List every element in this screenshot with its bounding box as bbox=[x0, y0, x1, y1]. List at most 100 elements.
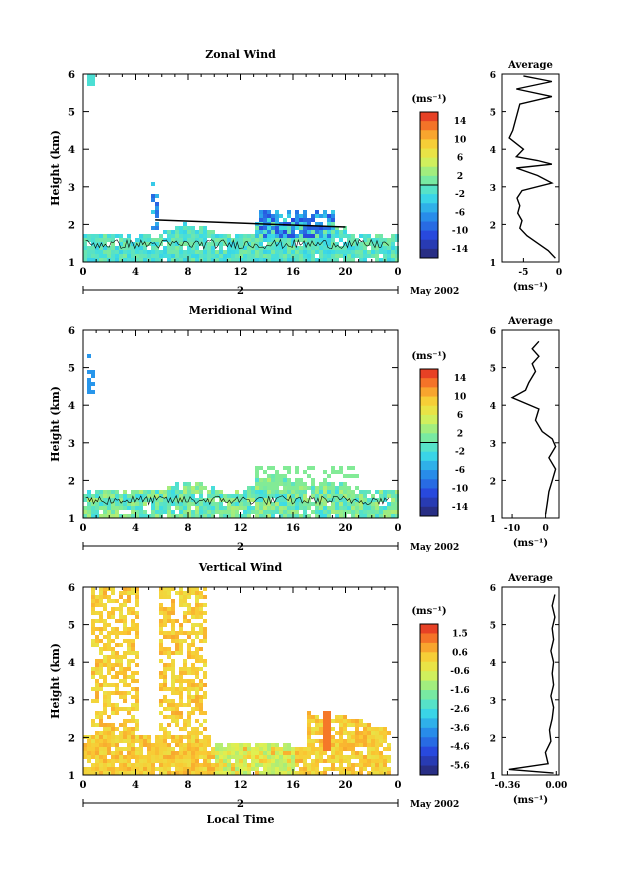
heatmap-cell bbox=[251, 510, 255, 514]
heatmap-cell bbox=[231, 250, 235, 254]
heatmap-cell bbox=[127, 639, 131, 643]
heatmap-cell bbox=[187, 603, 191, 607]
heatmap-cell bbox=[243, 510, 247, 514]
heatmap-cell bbox=[187, 767, 191, 771]
heatmap-cell bbox=[283, 502, 287, 506]
heatmap-cell bbox=[159, 595, 163, 599]
heatmap-cell bbox=[363, 506, 367, 510]
heatmap-cell bbox=[367, 234, 371, 238]
heatmap-cell bbox=[111, 763, 115, 767]
heatmap-cell bbox=[227, 747, 231, 751]
heatmap-cell bbox=[83, 242, 87, 246]
heatmap-cell bbox=[295, 747, 299, 751]
heatmap-cell bbox=[195, 623, 199, 627]
heatmap-cell bbox=[311, 743, 315, 747]
heatmap-cell bbox=[287, 490, 291, 494]
heatmap-cell bbox=[115, 510, 119, 514]
heatmap-cell bbox=[331, 763, 335, 767]
heatmap-cell bbox=[199, 490, 203, 494]
heatmap-cell bbox=[195, 635, 199, 639]
heatmap-cell bbox=[99, 767, 103, 771]
heatmap-cell bbox=[239, 763, 243, 767]
heatmap-cell bbox=[163, 498, 167, 502]
heatmap-cell bbox=[319, 723, 323, 727]
heatmap-cell bbox=[87, 254, 91, 258]
heatmap-cell bbox=[371, 727, 375, 731]
x-tick-label: 12 bbox=[234, 523, 248, 534]
heatmap-cell bbox=[179, 230, 183, 234]
heatmap-cell bbox=[155, 214, 159, 218]
heatmap-cell bbox=[291, 226, 295, 230]
heatmap-cell bbox=[159, 723, 163, 727]
heatmap-cell bbox=[287, 234, 291, 238]
heatmap-cell bbox=[175, 759, 179, 763]
heatmap-cell bbox=[223, 767, 227, 771]
heatmap-cell bbox=[171, 683, 175, 687]
heatmap-cell bbox=[315, 767, 319, 771]
heatmap-cell bbox=[279, 238, 283, 242]
heatmap-cell bbox=[99, 771, 103, 775]
heatmap-cell bbox=[331, 470, 335, 474]
heatmap-cell bbox=[107, 759, 111, 763]
heatmap-cell bbox=[299, 226, 303, 230]
heatmap-cell bbox=[255, 486, 259, 490]
heatmap-cell bbox=[131, 695, 135, 699]
heatmap-cell bbox=[387, 731, 391, 735]
heatmap-cell bbox=[195, 599, 199, 603]
heatmap-cell bbox=[187, 739, 191, 743]
heatmap-cell bbox=[271, 242, 275, 246]
heatmap-cell bbox=[327, 242, 331, 246]
heatmap-cell bbox=[235, 254, 239, 258]
average-frame bbox=[501, 586, 560, 776]
heatmap-cell bbox=[323, 731, 327, 735]
heatmap-cell bbox=[279, 490, 283, 494]
heatmap-cell bbox=[271, 763, 275, 767]
heatmap-cell bbox=[279, 226, 283, 230]
heatmap-cell bbox=[311, 234, 315, 238]
heatmap-cell bbox=[239, 502, 243, 506]
heatmap-cell bbox=[351, 238, 355, 242]
heatmap-cell bbox=[331, 466, 335, 470]
heatmap-cell bbox=[379, 751, 383, 755]
heatmap-cell bbox=[251, 747, 255, 751]
heatmap-cell bbox=[95, 238, 99, 242]
heatmap-cell bbox=[187, 230, 191, 234]
heatmap-cell bbox=[307, 719, 311, 723]
heatmap-cell bbox=[95, 627, 99, 631]
heatmap-cell bbox=[375, 747, 379, 751]
heatmap-cell bbox=[227, 751, 231, 755]
heatmap-cell bbox=[163, 647, 167, 651]
heatmap-cell bbox=[151, 250, 155, 254]
colorbar-swatch bbox=[420, 130, 438, 140]
y-tick-label: 2 bbox=[68, 476, 75, 487]
heatmap-cell bbox=[123, 242, 127, 246]
heatmap-cell bbox=[219, 767, 223, 771]
heatmap-cell bbox=[367, 731, 371, 735]
heatmap-cell bbox=[191, 767, 195, 771]
heatmap-cell bbox=[263, 238, 267, 242]
day-label: 2 bbox=[237, 286, 244, 297]
heatmap-cell bbox=[107, 234, 111, 238]
heatmap-cell bbox=[279, 751, 283, 755]
heatmap-cell bbox=[375, 763, 379, 767]
heatmap-cell bbox=[307, 727, 311, 731]
heatmap-cell bbox=[267, 751, 271, 755]
heatmap-cell bbox=[255, 254, 259, 258]
heatmap-cell bbox=[115, 663, 119, 667]
heatmap-cell bbox=[103, 494, 107, 498]
heatmap-cell bbox=[115, 635, 119, 639]
heatmap-cell bbox=[351, 502, 355, 506]
heatmap-cell bbox=[343, 506, 347, 510]
heatmap-cell bbox=[395, 238, 399, 242]
heatmap-cell bbox=[131, 591, 135, 595]
heatmap-cell bbox=[235, 510, 239, 514]
colorbar-tick-label: 10 bbox=[454, 393, 467, 403]
heatmap-cell bbox=[171, 679, 175, 683]
heatmap-cell bbox=[295, 250, 299, 254]
heatmap-cell bbox=[315, 506, 319, 510]
heatmap-cell bbox=[351, 719, 355, 723]
heatmap-cell bbox=[183, 771, 187, 775]
heatmap-cell bbox=[215, 506, 219, 510]
heatmap-cell bbox=[111, 254, 115, 258]
heatmap-cell bbox=[147, 234, 151, 238]
